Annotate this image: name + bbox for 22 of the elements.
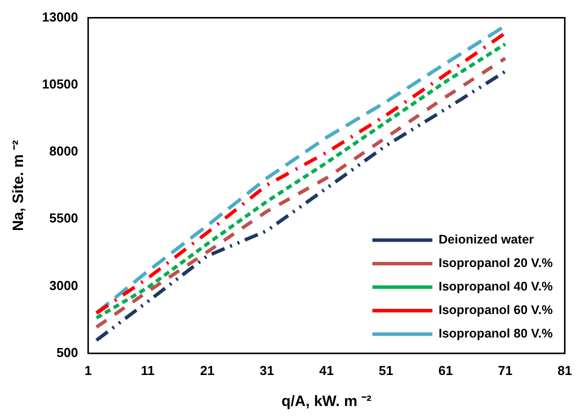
- x-tick-label: 21: [200, 362, 215, 378]
- x-tick-label: 1: [84, 362, 92, 378]
- x-tick-label: 11: [140, 362, 155, 378]
- x-tick-label: 41: [319, 362, 334, 378]
- x-tick-label: 51: [378, 362, 394, 378]
- y-tick-label: 3000: [49, 278, 78, 293]
- legend-label: Isopropanol 20 V.%: [438, 256, 553, 270]
- y-tick-label: 13000: [42, 9, 78, 24]
- x-tick-label: 71: [498, 362, 512, 378]
- x-tick-label: 81: [558, 362, 572, 378]
- x-tick-label: 61: [438, 362, 453, 378]
- y-tick-label: 5500: [49, 210, 78, 226]
- y-tick-label: 500: [56, 344, 78, 360]
- y-tick-label: 8000: [49, 144, 78, 159]
- x-tick-label: 31: [260, 362, 274, 378]
- legend-label: Isopropanol 40 V.%: [438, 280, 553, 294]
- y-axis-title: Na, Site. m ⁻²: [10, 140, 28, 232]
- y-tick-label: 10500: [42, 76, 78, 92]
- legend-label: Deionized water: [438, 232, 534, 247]
- legend-label: Isopropanol 80 V.%: [438, 326, 553, 341]
- x-axis-title: q/A, kW. m ⁻²: [281, 393, 372, 410]
- legend-label: Isopropanol 60 V.%: [438, 303, 553, 318]
